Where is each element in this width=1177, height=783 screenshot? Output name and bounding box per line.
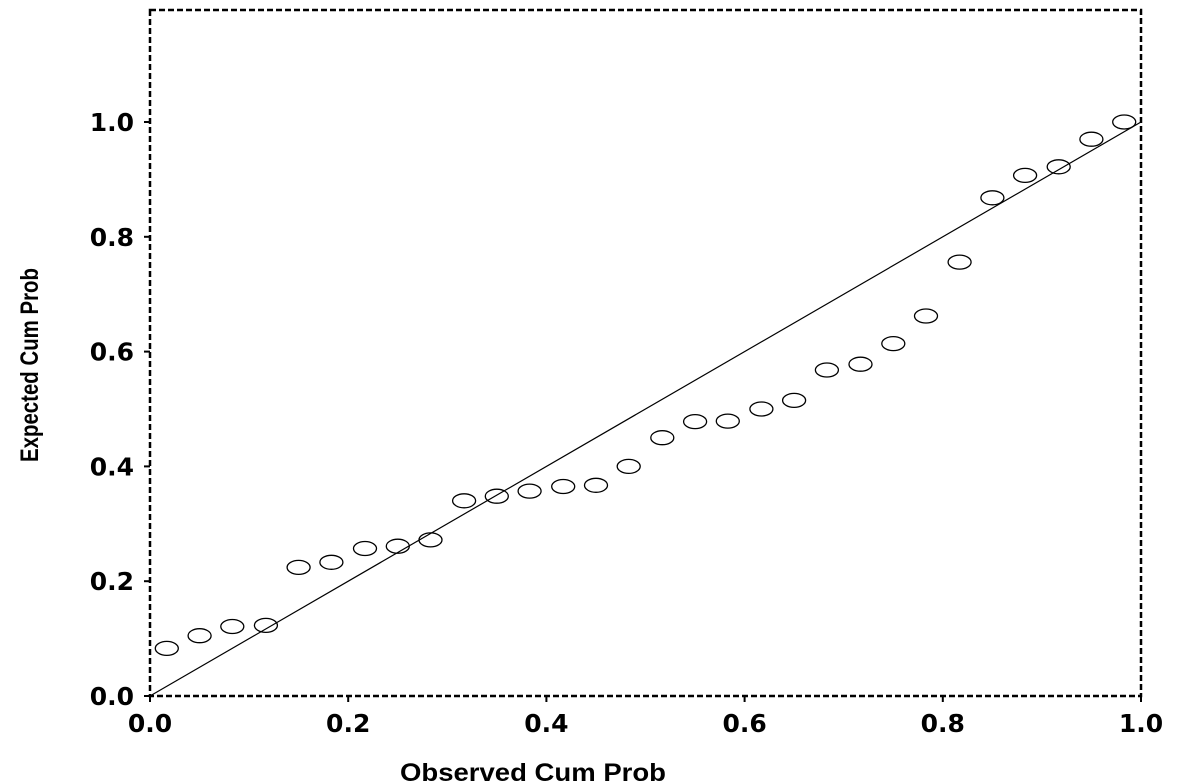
x-tick-label: 0.8 xyxy=(921,709,965,738)
data-point xyxy=(947,254,972,270)
data-point xyxy=(1046,159,1071,175)
data-point xyxy=(881,335,906,352)
data-point xyxy=(154,640,179,657)
data-point xyxy=(484,488,509,504)
x-tick-label: 0.4 xyxy=(524,709,568,738)
data-point xyxy=(583,477,609,493)
data-point xyxy=(517,483,542,499)
data-point xyxy=(848,356,873,372)
data-point xyxy=(551,478,576,495)
x-tick-label: 0.0 xyxy=(128,709,172,738)
data-point xyxy=(220,618,245,635)
data-point xyxy=(319,554,344,570)
reference-line xyxy=(149,121,1142,697)
y-axis-label: Expected Cum Prob xyxy=(16,268,44,462)
x-axis-label: Observed Cum Prob xyxy=(400,759,666,783)
data-point xyxy=(1079,131,1104,147)
data-point xyxy=(451,493,477,509)
data-point xyxy=(352,540,378,557)
y-tick-label: 0.4 xyxy=(90,452,134,481)
data-point xyxy=(814,362,840,378)
y-tick-label: 0.6 xyxy=(90,338,134,367)
plot-frame xyxy=(148,8,1143,698)
x-tick-label: 0.2 xyxy=(326,709,370,738)
data-point xyxy=(749,401,774,417)
y-tick-label: 1.0 xyxy=(90,108,134,137)
data-point xyxy=(286,559,311,576)
data-point xyxy=(418,532,443,548)
data-point xyxy=(715,413,740,429)
data-point xyxy=(980,190,1005,206)
data-point xyxy=(650,430,675,446)
data-point xyxy=(781,392,807,409)
data-point xyxy=(1112,114,1137,130)
x-tick-label: 0.6 xyxy=(722,709,766,738)
x-tick-label: 1.0 xyxy=(1119,709,1163,738)
data-point xyxy=(682,413,708,430)
data-point xyxy=(1012,167,1038,184)
data-point xyxy=(385,538,410,554)
y-tick-label: 0.2 xyxy=(90,567,134,596)
y-tick-label: 0.8 xyxy=(90,223,134,252)
data-point xyxy=(253,617,279,634)
data-point xyxy=(913,308,939,324)
data-point xyxy=(616,458,641,475)
data-point xyxy=(187,628,212,644)
y-tick-label: 0.0 xyxy=(90,682,134,711)
